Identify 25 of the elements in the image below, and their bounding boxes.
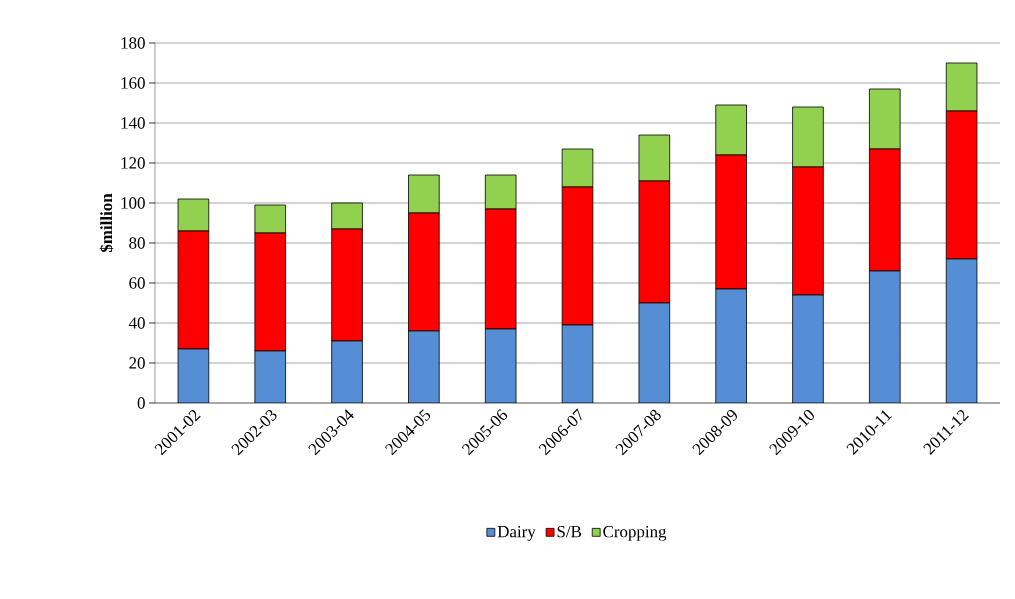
bar [715, 288, 747, 403]
bar [408, 330, 440, 403]
y-tick-label: 160 [121, 77, 145, 89]
y-tick-label: 100 [121, 197, 145, 209]
y-tick-label: 80 [129, 237, 145, 249]
bar [561, 324, 594, 403]
y-tick-label: 140 [121, 117, 145, 129]
y-tick-label: 120 [121, 157, 145, 169]
bar [331, 340, 363, 403]
bar [869, 270, 901, 403]
bar [638, 302, 671, 403]
bar [177, 348, 210, 403]
bar [792, 294, 824, 403]
y-tick-label: 60 [129, 277, 145, 289]
legend-label: Cropping [603, 525, 667, 541]
y-tick-label: 40 [128, 317, 145, 329]
legend-label: Dairy [497, 525, 536, 541]
bar [484, 328, 517, 403]
y-axis-title: $million [99, 193, 114, 253]
legend-label: S/B [557, 525, 582, 538]
y-tick-label: 20 [129, 357, 145, 369]
y-tick-label: 0 [137, 397, 145, 409]
y-tick-label: 180 [121, 37, 145, 49]
bar [945, 258, 978, 403]
bar [254, 350, 286, 403]
